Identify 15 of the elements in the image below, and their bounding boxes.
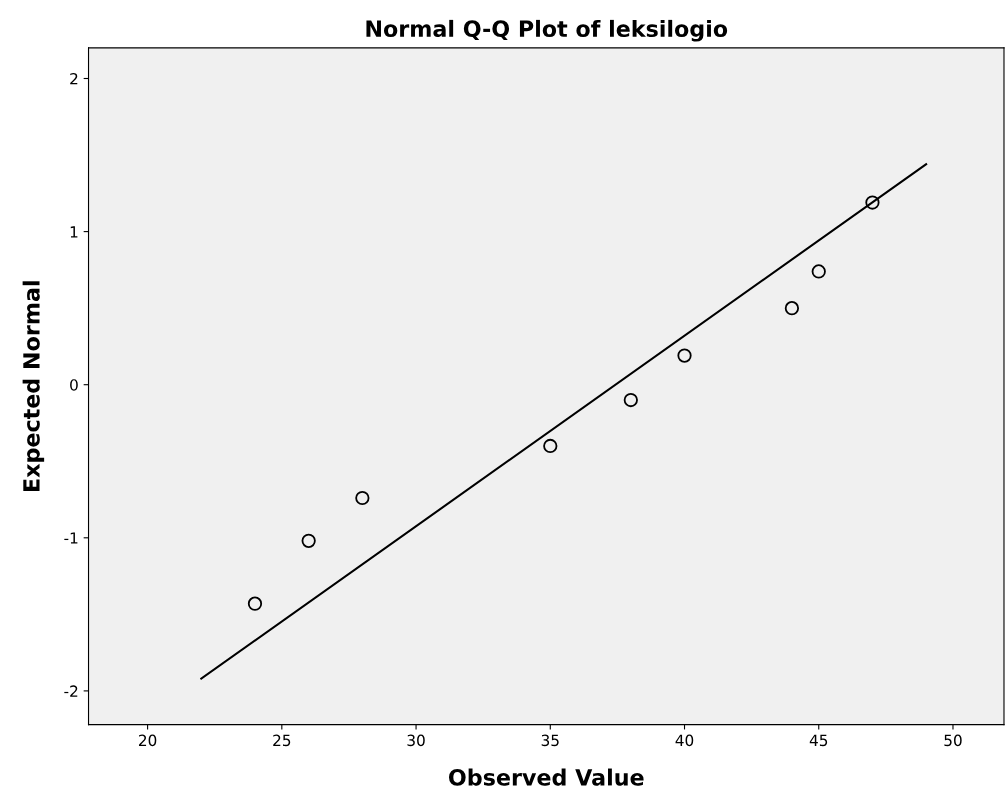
x-tick-label: 40 xyxy=(675,734,694,747)
x-tick-label: 50 xyxy=(944,734,962,747)
y-tick-label: -1 xyxy=(64,532,78,544)
y-tick-label: 2 xyxy=(70,72,78,85)
x-tick-label: 25 xyxy=(273,734,291,747)
y-tick-label: 0 xyxy=(70,379,78,391)
chart-title: Normal Q-Q Plot of leksilogio xyxy=(366,19,728,42)
x-tick-label: 30 xyxy=(407,734,425,747)
x-tick-label: 45 xyxy=(809,734,828,747)
y-axis-title: Expected Normal xyxy=(22,281,45,491)
y-tick-label: 1 xyxy=(70,226,78,238)
x-tick-label: 35 xyxy=(541,734,559,747)
x-axis-title: Observed Value xyxy=(449,768,644,786)
y-tick-label: -2 xyxy=(64,685,78,697)
x-tick-label: 20 xyxy=(138,734,157,747)
